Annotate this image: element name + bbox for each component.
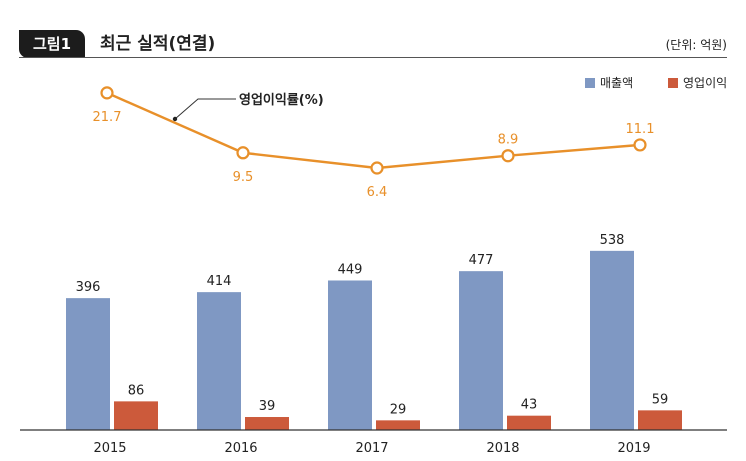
legend-swatch-revenue (585, 78, 595, 88)
x-tick-labels: 2015 2016 2017 2018 2019 (93, 441, 650, 456)
margin-point-2015 (100, 86, 114, 100)
margin-label-2017: 6.4 (367, 185, 388, 200)
line-series-label: 영업이익률(%) (239, 92, 324, 108)
profit-value-2015: 86 (128, 383, 145, 398)
profit-value-2019: 59 (652, 392, 669, 407)
legend-label-revenue: 매출액 (600, 76, 633, 90)
revenue-value-2017: 449 (338, 262, 363, 277)
profit-value-2016: 39 (259, 399, 276, 414)
margin-label-2018: 8.9 (498, 133, 519, 148)
revenue-value-2019: 538 (600, 233, 625, 248)
revenue-value-2018: 477 (469, 253, 494, 268)
revenue-value-2016: 414 (207, 274, 232, 289)
revenue-bar-2017 (328, 280, 372, 430)
legend-swatch-profit (668, 78, 678, 88)
margin-label-2019: 11.1 (626, 122, 655, 137)
profit-bar-2018 (507, 415, 551, 430)
margin-line-layer: 21.7 9.5 6.4 8.9 11.1 (93, 86, 655, 200)
header-divider (19, 57, 727, 58)
revenue-bar-2019 (590, 250, 634, 430)
callout-dot (172, 116, 178, 122)
unit-label: (단위: 억원) (665, 38, 727, 52)
chart-title: 최근 실적(연결) (100, 34, 216, 54)
x-tick-2015: 2015 (93, 441, 126, 456)
x-tick-2017: 2017 (355, 441, 388, 456)
profit-bar-2015 (114, 401, 158, 430)
margin-point-2019 (633, 138, 647, 152)
profit-bar-2019 (638, 410, 682, 430)
revenue-bar-2018 (459, 271, 503, 430)
profit-value-2017: 29 (390, 402, 407, 417)
line-callout: 영업이익률(%) (172, 92, 324, 122)
profit-bar-2016 (245, 417, 289, 430)
legend-label-profit: 영업이익 (683, 76, 727, 90)
margin-point-2017 (370, 161, 384, 175)
profit-bar-2017 (376, 420, 420, 430)
margin-point-2018 (501, 149, 515, 163)
margin-label-2016: 9.5 (233, 170, 254, 185)
revenue-bar-2016 (197, 292, 241, 430)
figure-badge: 그림1 (19, 30, 85, 58)
margin-line (106, 91, 641, 170)
margin-point-2016 (236, 146, 250, 160)
revenue-value-2015: 396 (76, 280, 101, 295)
x-tick-2019: 2019 (617, 441, 650, 456)
profit-value-2018: 43 (521, 398, 538, 413)
x-tick-2018: 2018 (486, 441, 519, 456)
revenue-bar-2015 (66, 298, 110, 430)
callout-leader (174, 98, 236, 120)
bar-labels-layer: 396 86 414 39 449 29 477 43 538 59 (76, 233, 669, 417)
bars-layer (66, 250, 682, 430)
legend: 매출액 영업이익 (585, 76, 727, 90)
x-tick-2016: 2016 (224, 441, 257, 456)
margin-label-2015: 21.7 (93, 110, 122, 125)
